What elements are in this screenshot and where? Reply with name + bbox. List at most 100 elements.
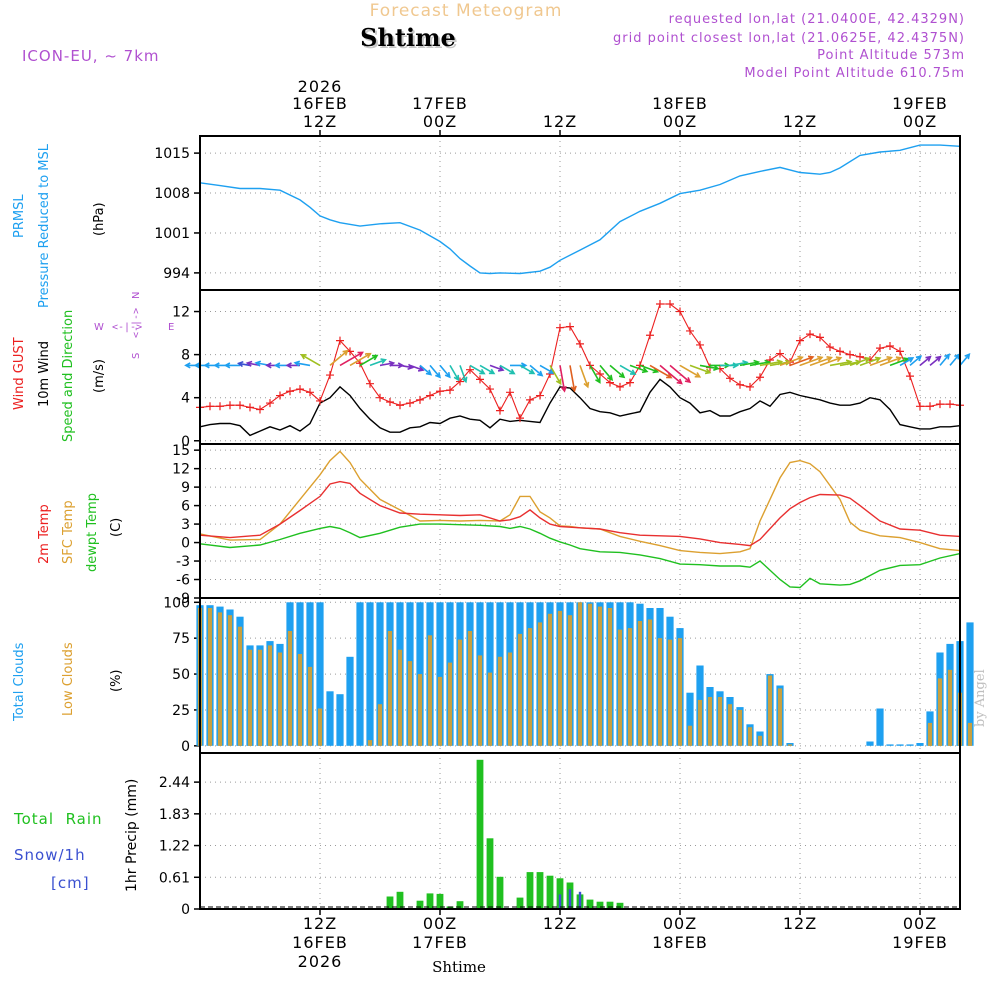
low-cloud-bar (627, 628, 633, 746)
gust-marker (676, 307, 684, 316)
wind-arrow (449, 364, 460, 382)
gust-marker (256, 405, 264, 414)
low-cloud-bar (657, 638, 663, 746)
wind-arrow (429, 364, 441, 379)
gust-marker (826, 343, 834, 352)
compass-east: E (168, 322, 174, 333)
wind-arrow (579, 365, 590, 389)
wind-arrow (223, 362, 240, 369)
gust-marker (566, 322, 574, 331)
low-cloud-bar (757, 735, 763, 746)
gust-marker (206, 402, 214, 411)
y-tick-label: 75 (172, 631, 190, 647)
wind-arrow (799, 355, 824, 367)
wind-arrow (489, 364, 505, 372)
top-hour-label: 12Z (783, 112, 817, 131)
gust-marker (466, 365, 474, 374)
y-tick-label: 0 (181, 536, 190, 552)
low-cloud-bar (417, 674, 423, 746)
temperature-y-ticks: -9 -6 -3 0 3 6 9 12 15 (172, 443, 200, 607)
y-tick-label: 12 (172, 462, 190, 478)
total-cloud-bar (376, 602, 384, 746)
top-date-label: 18FEB (652, 94, 708, 113)
total-cloud-bar (356, 602, 364, 746)
rain-bar (516, 897, 524, 909)
gust-marker (586, 361, 594, 370)
wind-arrow (679, 364, 702, 378)
low-cloud-bar (297, 654, 303, 746)
gust-marker (426, 391, 434, 400)
wind-arrow (699, 364, 720, 371)
gust-marker (646, 331, 654, 340)
gust-marker (846, 350, 854, 359)
y-tick-label: 0.61 (159, 870, 190, 886)
gust-marker (516, 414, 524, 423)
gust-marker (686, 326, 694, 335)
wind-arrow (519, 364, 536, 375)
gust-marker (476, 375, 484, 384)
low-cloud-bar (437, 676, 443, 746)
low-cloud-bar (727, 704, 733, 746)
sfc-temp-label: SFC Temp (61, 500, 76, 564)
wind-arrow (669, 364, 692, 384)
top-date-label: 17FEB (412, 94, 468, 113)
gust-marker (666, 300, 674, 308)
y-tick-label: -9 (176, 591, 190, 607)
rain-bar (526, 872, 534, 909)
temperature-frame (199, 443, 961, 599)
low-cloud-bar (547, 613, 553, 746)
wind-arrow (589, 365, 601, 384)
low-cloud-bar (367, 740, 373, 746)
pressure-panel: 994 1001 1008 1015 PRMSL Pressure Reduced t… (12, 135, 961, 308)
top-date-label: 16FEB (292, 94, 348, 113)
low-cloud-bar (287, 631, 293, 746)
wind-arrow (349, 352, 372, 367)
total-cloud-bar (436, 602, 444, 746)
gust-marker (626, 378, 634, 387)
rain-bar (546, 875, 554, 909)
bottom-hour-label: 00Z (423, 914, 457, 933)
dewpoint-line (199, 523, 961, 589)
rain-bar (496, 876, 504, 909)
rain-bar (556, 878, 564, 909)
wind-arrow (236, 361, 251, 368)
top-hour-label: 00Z (663, 112, 697, 131)
gust-marker (736, 380, 744, 389)
wind-arrow (559, 365, 567, 393)
total-cloud-bar (686, 692, 694, 746)
y-tick-label: -6 (176, 573, 190, 589)
wind-arrow (689, 364, 712, 375)
total-cloud-bar (366, 602, 374, 746)
wind-arrow (599, 364, 614, 382)
wind-gust-label: Wind GUST (12, 337, 27, 410)
precip-axis-title: 1hr Precip (mm) (124, 779, 140, 892)
wind-unit: (m/s) (92, 359, 107, 393)
y-tick-label: 0 (181, 902, 190, 918)
low-cloud-bar (487, 672, 493, 746)
wind-arrow (849, 356, 871, 367)
low-cloud-bar (507, 652, 513, 746)
low-cloud-bar (667, 639, 673, 746)
y-tick-label: 0 (181, 434, 190, 450)
wind-arrow (329, 349, 349, 367)
wind-arrow (919, 355, 932, 367)
y-tick-label: 100 (163, 595, 190, 611)
low-cloud-bar (577, 602, 583, 746)
gust-marker (316, 396, 324, 405)
bottom-date-label: 17FEB (412, 933, 468, 952)
gust-marker (926, 402, 934, 411)
wind-arrow (899, 357, 915, 367)
low-cloud-bar (477, 655, 483, 746)
sfc-temp-line (199, 450, 961, 555)
temperature-grid (200, 444, 960, 599)
low-cloud-bar (537, 622, 543, 746)
bottom-hour-label: 00Z (663, 914, 697, 933)
wind-arrow (339, 351, 364, 367)
low-cloud-bar (787, 744, 793, 746)
watermark: by Angel (973, 669, 988, 727)
y-tick-label: 4 (181, 391, 190, 407)
wind-arrow (879, 356, 903, 367)
wind-panel: 0 4 8 12 Wind GUST 10m Wind Speed and Direc… (12, 289, 971, 450)
total-cloud-bar (326, 691, 334, 746)
